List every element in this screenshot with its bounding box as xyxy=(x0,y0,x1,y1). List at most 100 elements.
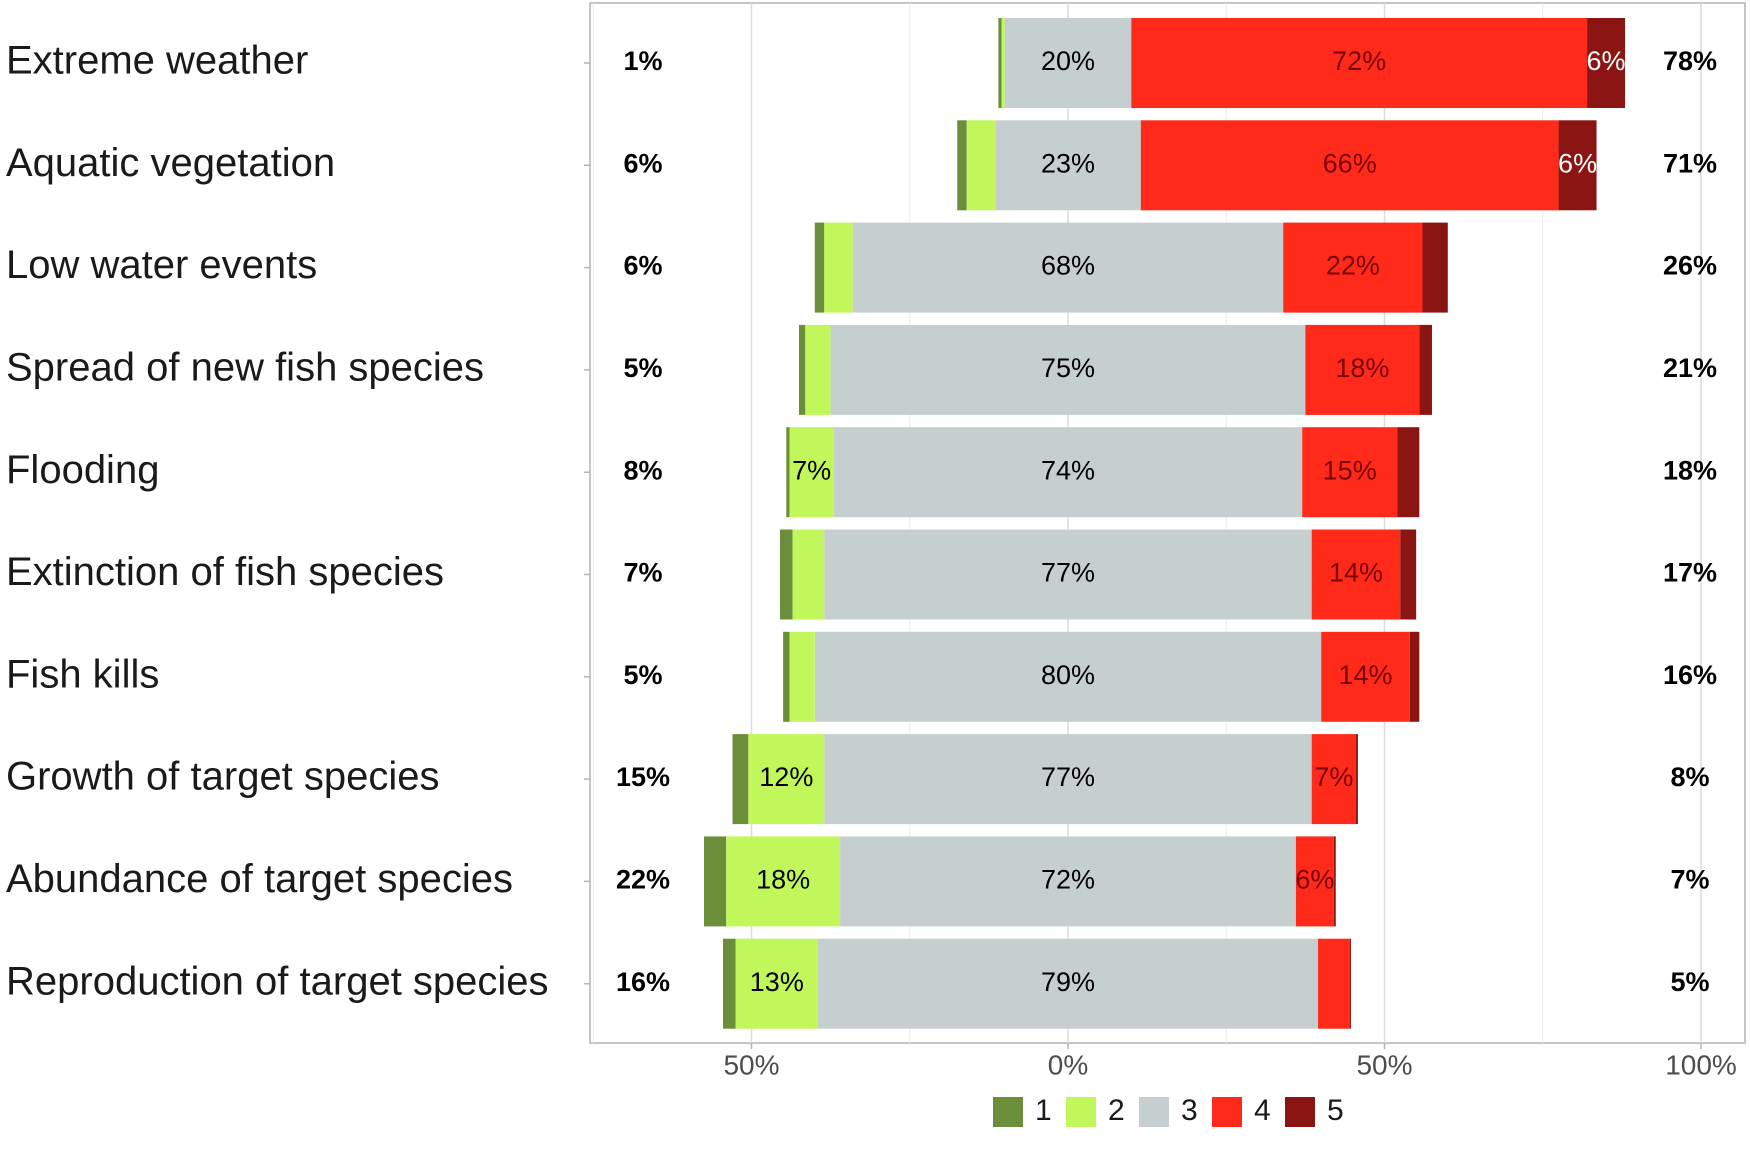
category-label: Flooding xyxy=(6,448,159,492)
bar-segment-5 xyxy=(1397,427,1420,518)
legend-swatch xyxy=(993,1097,1023,1127)
segment-label: 77% xyxy=(1041,558,1095,588)
right-total-label: 78% xyxy=(1663,46,1717,76)
segment-label: 6% xyxy=(1558,148,1597,178)
bar-segment-4 xyxy=(1311,734,1357,825)
segment-label: 74% xyxy=(1041,455,1095,485)
legend-swatch xyxy=(1139,1097,1169,1127)
left-total-label: 15% xyxy=(616,762,670,792)
segment-label: 12% xyxy=(759,762,813,792)
category-label: Abundance of target species xyxy=(6,857,513,901)
left-total-label: 8% xyxy=(623,455,662,485)
bar-segment-2 xyxy=(748,734,825,825)
bar-segment-1 xyxy=(998,18,1002,108)
bar-segment-5 xyxy=(1587,18,1626,108)
segment-label: 66% xyxy=(1323,148,1377,178)
category-label: Low water events xyxy=(6,243,317,287)
segment-label: 22% xyxy=(1326,251,1380,281)
right-total-label: 7% xyxy=(1670,865,1709,895)
bar-segment-4 xyxy=(1283,222,1423,313)
segment-label: 72% xyxy=(1332,46,1386,76)
left-total-label: 1% xyxy=(623,46,662,76)
right-total-label: 71% xyxy=(1663,148,1717,178)
legend-swatch xyxy=(1066,1097,1096,1127)
bar-segment-3 xyxy=(824,734,1312,825)
right-total-label: 18% xyxy=(1663,455,1717,485)
category-label: Aquatic vegetation xyxy=(6,141,335,185)
bar-segment-5 xyxy=(1422,222,1448,313)
bar-segment-1 xyxy=(732,734,749,825)
bar-segment-2 xyxy=(966,120,996,211)
left-total-label: 6% xyxy=(623,251,662,281)
bar-segment-2 xyxy=(1001,18,1005,108)
bar-segment-2 xyxy=(805,324,831,415)
left-total-label: 7% xyxy=(623,558,662,588)
bar-segment-5 xyxy=(1356,734,1358,825)
bar-segment-1 xyxy=(704,836,727,927)
segment-label: 68% xyxy=(1041,251,1095,281)
x-tick-label: 100% xyxy=(1665,1049,1737,1080)
segment-label: 80% xyxy=(1041,660,1095,690)
right-total-label: 8% xyxy=(1670,762,1709,792)
bar-segment-2 xyxy=(726,836,841,927)
bar-segment-2 xyxy=(792,529,825,620)
segment-label: 6% xyxy=(1295,865,1334,895)
segment-label: 14% xyxy=(1338,660,1392,690)
bar-segment-2 xyxy=(735,938,818,1029)
bar-segment-1 xyxy=(783,631,790,722)
x-tick-label: 50% xyxy=(1356,1049,1412,1080)
category-label: Extreme weather xyxy=(6,39,308,83)
bar-segment-3 xyxy=(830,324,1306,415)
bar-segment-4 xyxy=(1302,427,1398,518)
segment-label: 77% xyxy=(1041,762,1095,792)
bar-segment-4 xyxy=(1140,120,1559,211)
bar-segment-4 xyxy=(1295,836,1334,927)
bar-segment-5 xyxy=(1419,324,1432,415)
category-label: Fish kills xyxy=(6,652,159,696)
bar-segment-3 xyxy=(817,938,1319,1029)
segment-label: 23% xyxy=(1041,148,1095,178)
bar-segment-3 xyxy=(1004,18,1132,108)
bar-segment-4 xyxy=(1318,938,1350,1029)
bar-segment-4 xyxy=(1321,631,1410,722)
bar-segment-1 xyxy=(723,938,736,1029)
segment-label: 14% xyxy=(1329,558,1383,588)
bar-segment-2 xyxy=(824,222,853,313)
x-tick-label: 50% xyxy=(723,1049,779,1080)
right-total-label: 16% xyxy=(1663,660,1717,690)
legend-swatch xyxy=(1285,1097,1315,1127)
segment-label: 7% xyxy=(1314,762,1353,792)
segment-label: 79% xyxy=(1041,967,1095,997)
bar-segment-5 xyxy=(1409,631,1420,722)
category-label: Extinction of fish species xyxy=(6,550,444,594)
bar-segment-5 xyxy=(1333,836,1336,927)
legend-label: 1 xyxy=(1035,1094,1052,1127)
right-total-label: 5% xyxy=(1670,967,1709,997)
segment-label: 15% xyxy=(1323,455,1377,485)
bar-segment-2 xyxy=(789,427,834,518)
bar-segment-4 xyxy=(1305,324,1420,415)
left-total-label: 22% xyxy=(616,865,670,895)
legend-label: 3 xyxy=(1181,1094,1198,1127)
left-total-label: 5% xyxy=(623,353,662,383)
bar-segment-3 xyxy=(814,631,1322,722)
bar-segment-1 xyxy=(779,529,793,620)
bar-segment-2 xyxy=(789,631,815,722)
segment-label: 18% xyxy=(1335,353,1389,383)
legend-layer: 1 2 3 4 5 xyxy=(993,1094,1344,1127)
segment-label: 6% xyxy=(1587,46,1626,76)
segment-label: 7% xyxy=(792,455,831,485)
right-total-label: 21% xyxy=(1663,353,1717,383)
right-total-label: 26% xyxy=(1663,251,1717,281)
legend-label: 2 xyxy=(1108,1094,1125,1127)
text-layer: Extreme weather 20% 72% 6% 1% 78% Aquatic vege… xyxy=(6,39,1717,1004)
segment-label: 20% xyxy=(1041,46,1095,76)
legend-label: 5 xyxy=(1327,1094,1344,1127)
bar-segment-3 xyxy=(995,120,1141,211)
segment-label: 75% xyxy=(1041,353,1095,383)
segment-label: 72% xyxy=(1041,865,1095,895)
bars-layer xyxy=(704,18,1626,1029)
legend-label: 4 xyxy=(1254,1094,1271,1127)
